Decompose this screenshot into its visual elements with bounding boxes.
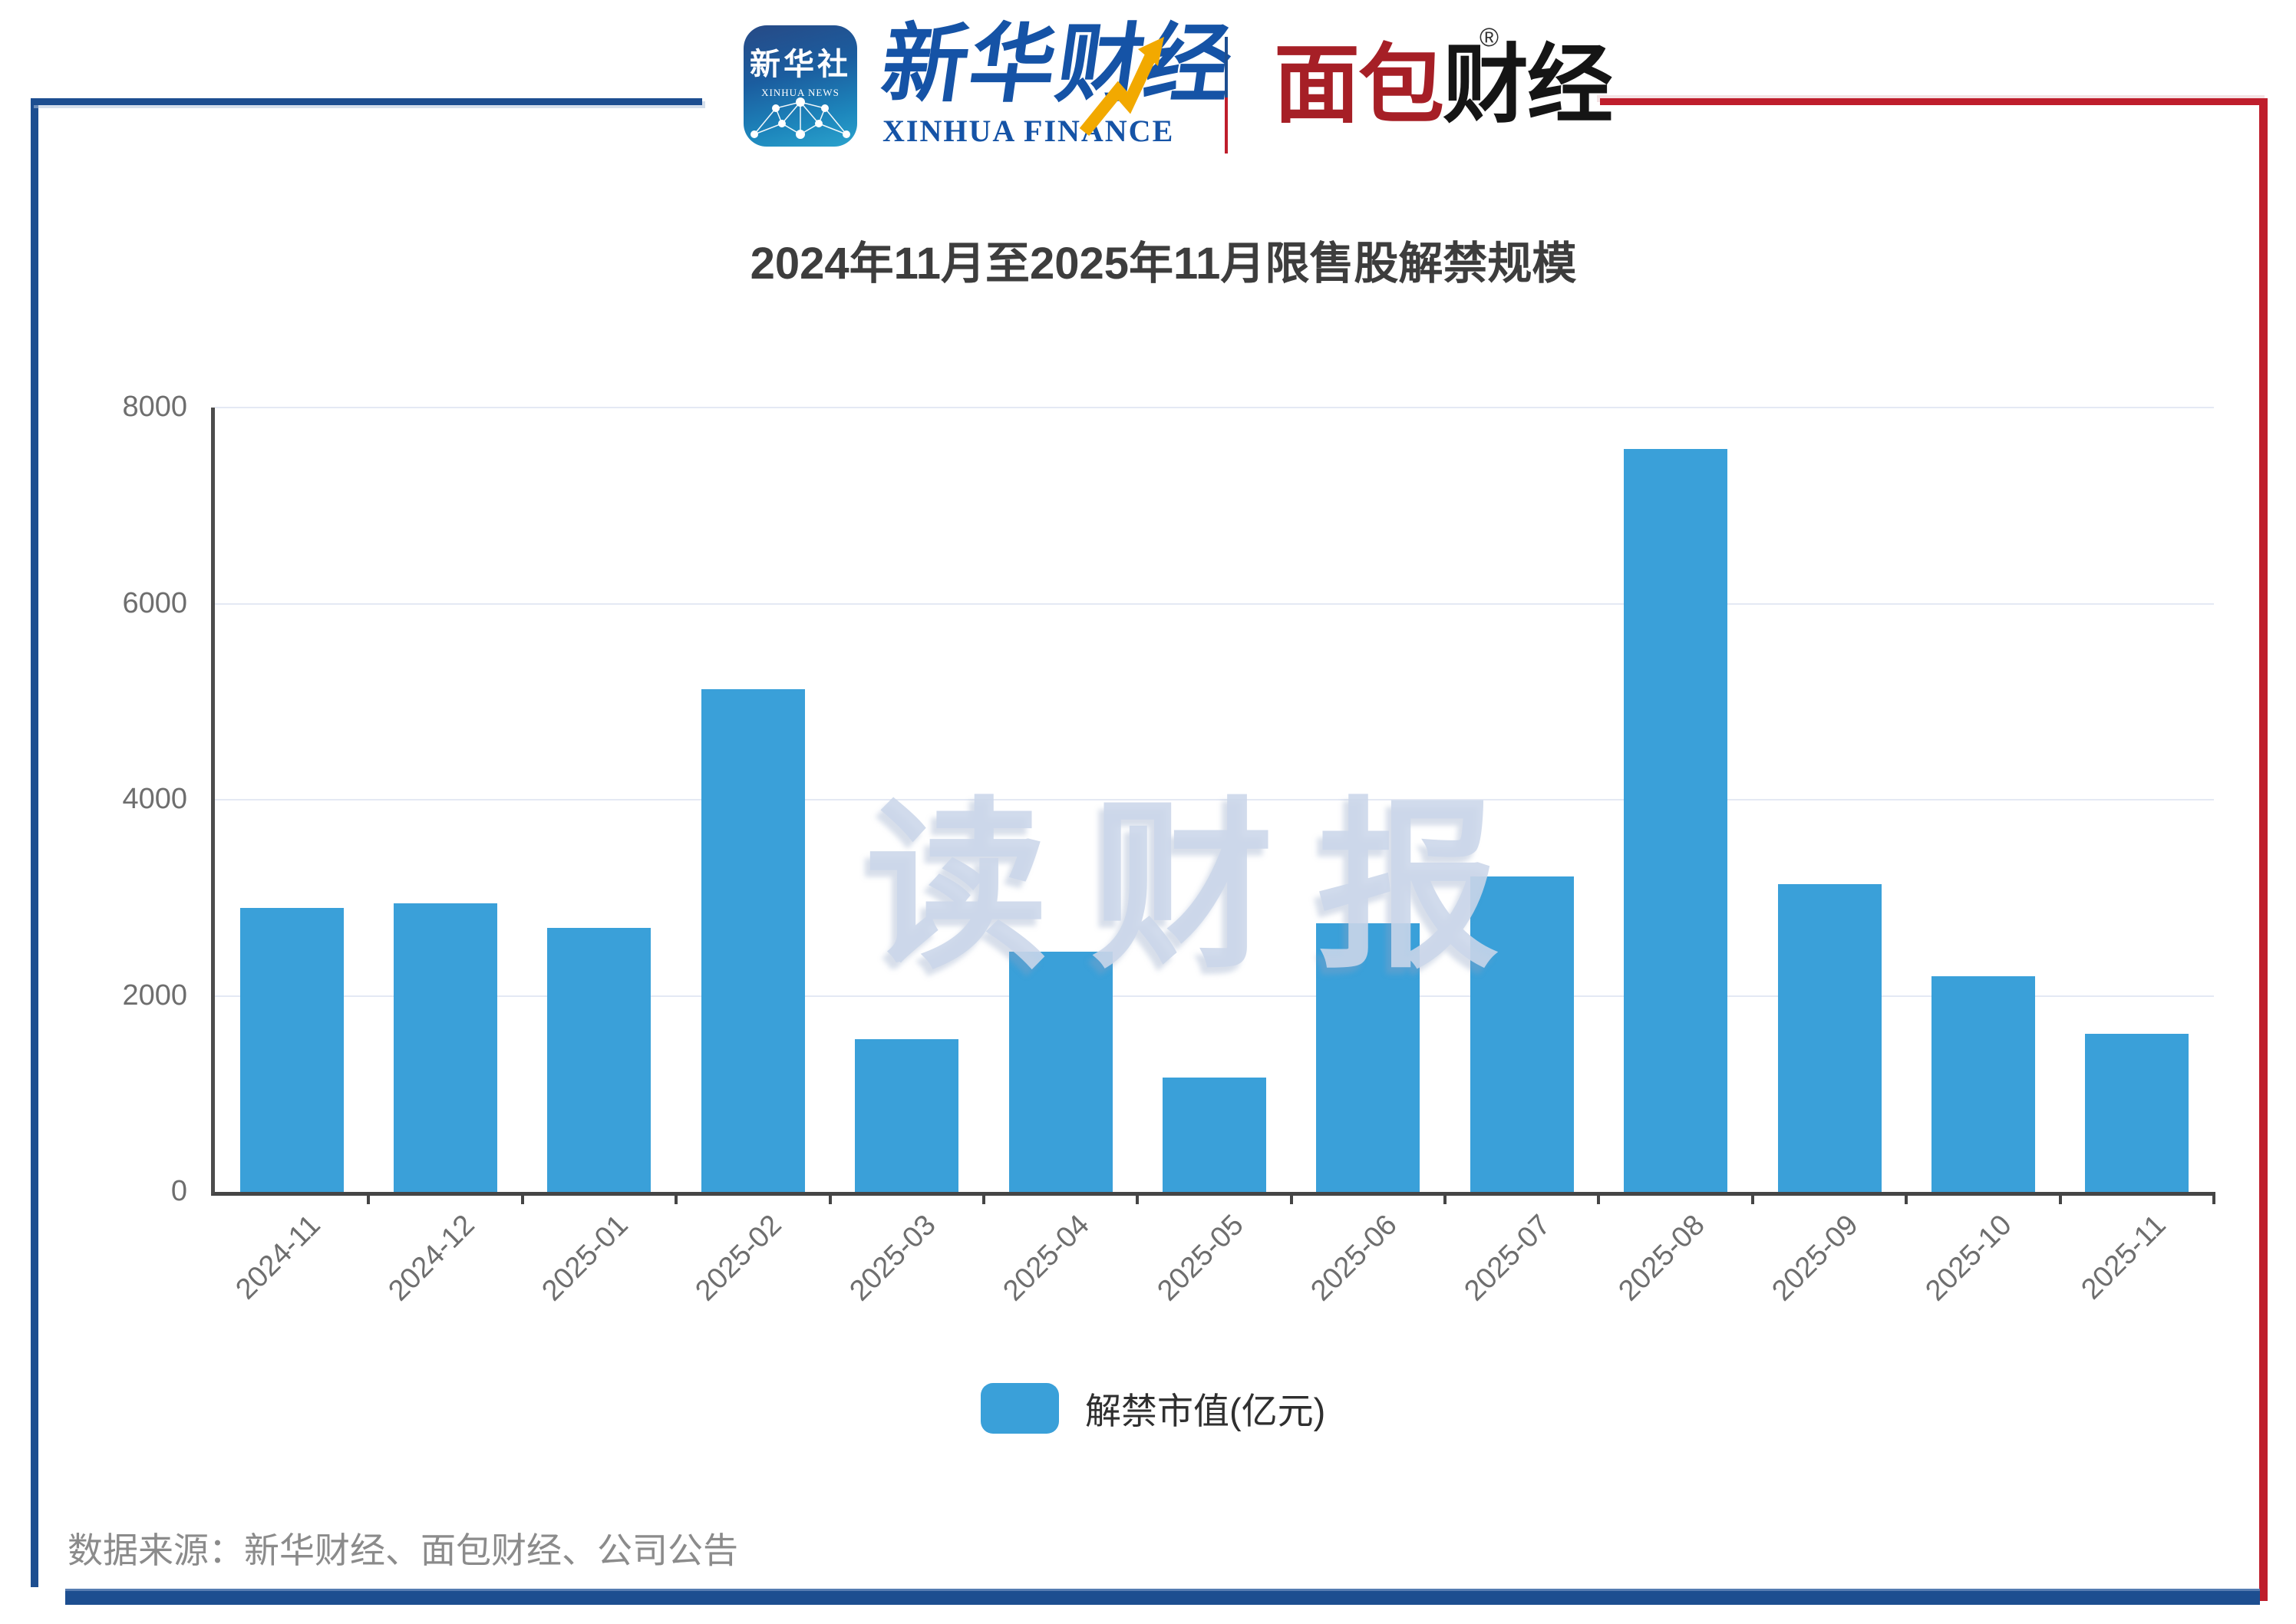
x-axis-tick [2212,1192,2215,1204]
y-axis-tick-label: 6000 [122,586,187,619]
x-axis-tick [1750,1192,1754,1204]
frame-bottom-bar [65,1589,2260,1605]
xinhua-news-app-icon: 新华社 XINHUA NEWS [744,25,857,147]
data-source-note: 数据来源：新华财经、面包财经、公司公告 [68,1530,738,1570]
x-axis-tick [981,1192,985,1204]
y-axis-tick-label: 0 [170,1175,187,1207]
xinhua-icon-en-label: XINHUA NEWS [761,87,840,98]
y-axis-tick-label: 8000 [122,391,187,423]
mianbao-logo-red-text: 面包 [1274,37,1444,133]
frame-right-border [2259,98,2268,1601]
bar [1163,1077,1266,1192]
bar [1624,448,1728,1192]
legend-color-swatch [981,1382,1059,1434]
x-axis-tick [1289,1192,1293,1204]
xinhua-finance-logo: 新华财经 XINHUA FINANCE [876,16,1243,149]
bar [855,1038,959,1192]
x-axis-tick [1136,1192,1140,1204]
registered-trademark-icon: ® [1480,23,1499,52]
network-globe-icon [750,97,850,139]
x-axis-tick [520,1192,524,1204]
legend-label: 解禁市值(亿元) [1085,1391,1326,1431]
y-gridline [215,407,2214,408]
bar [1008,952,1113,1192]
bar [701,688,805,1192]
x-axis-tick [367,1192,371,1204]
x-axis-tick [675,1192,678,1204]
x-axis-tick [1905,1192,1908,1204]
y-axis-tick-label: 2000 [122,979,187,1012]
x-axis-tick-label: 2025-11 [2075,1209,2172,1306]
x-axis-tick [828,1192,832,1204]
y-gridline [215,602,2214,605]
bar [1316,923,1420,1192]
plot-area: 0 2000 4000 6000 8000 2024-11 2024-12 2025-01 20… [122,391,2215,1307]
watermark-text: 读财报 [866,786,1542,989]
x-axis-tick-label: 2025-09 [1766,1209,1865,1308]
gold-arrow-icon [1079,37,1164,137]
x-axis-tick [1597,1192,1601,1204]
frame-left-border [31,98,38,1587]
xinhua-finance-en-text: XINHUA FINANCE [882,114,1175,149]
mianbao-logo-black-text: 财经 [1443,37,1613,133]
bar [1777,883,1882,1192]
x-axis-tick [1443,1192,1447,1204]
bar [2085,1034,2189,1192]
bar [547,928,652,1192]
frame-top-blue-line [31,98,702,105]
y-axis-tick-label: 4000 [122,783,187,815]
x-axis-tick [2058,1192,2062,1204]
chart-title: 2024年11月至2025年11月限售股解禁规模 [750,239,1577,289]
y-gridline [215,995,2214,997]
bar [239,907,344,1192]
bar [1931,975,2035,1192]
mianbao-finance-logo: ® 面包财经 [1274,23,1613,133]
bar [1470,876,1574,1192]
legend-item[interactable]: 解禁市值(亿元) [981,1381,1325,1434]
frame-top-red-line [1600,98,2268,105]
xinhua-icon-cn-label: 新华社 [750,48,851,81]
xinhua-finance-cn-text: 新华财经 [876,16,1239,112]
bar [394,903,498,1192]
y-gridline [215,799,2214,800]
x-axis-tick-label: 2025-10 [1919,1209,2019,1308]
logo-divider [1225,37,1228,153]
